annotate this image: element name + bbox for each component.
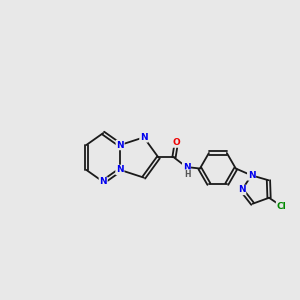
Text: N: N	[99, 177, 107, 186]
Text: Cl: Cl	[277, 202, 286, 211]
Text: O: O	[172, 138, 180, 147]
Text: N: N	[116, 140, 124, 149]
Text: N: N	[238, 185, 246, 194]
Text: N: N	[140, 133, 148, 142]
Text: H: H	[184, 170, 190, 179]
Text: N: N	[183, 163, 190, 172]
Text: N: N	[116, 165, 124, 174]
Text: N: N	[248, 171, 255, 180]
